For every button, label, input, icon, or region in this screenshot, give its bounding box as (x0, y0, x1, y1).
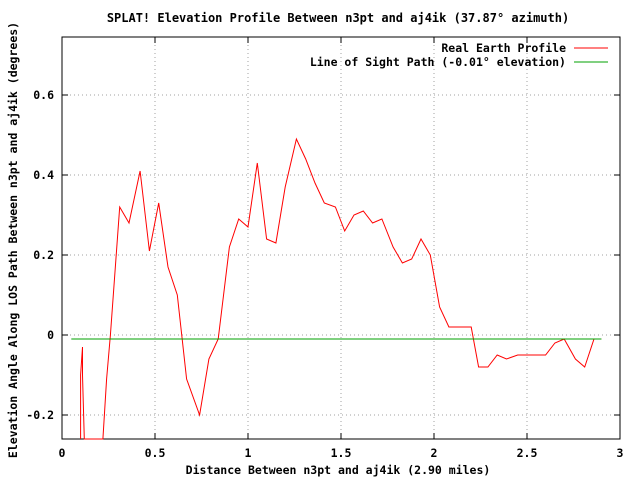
y-tick-label: 0 (47, 328, 54, 342)
series-line-real-earth-profile (80, 137, 602, 440)
legend-label-line-of-sight: Line of Sight Path (-0.01° elevation) (310, 55, 566, 69)
x-tick-label: 1 (245, 446, 252, 460)
x-tick-label: 3 (617, 446, 624, 460)
legend-label-real-earth-profile: Real Earth Profile (441, 41, 566, 55)
grid-lines (62, 37, 620, 439)
chart-title: SPLAT! Elevation Profile Between n3pt an… (107, 11, 569, 25)
series-lines (71, 137, 602, 440)
y-tick-label: 0.4 (33, 168, 54, 182)
x-tick-label: 1.5 (331, 446, 352, 460)
x-tick-label: 0 (59, 446, 66, 460)
x-tick-label: 2.5 (517, 446, 538, 460)
x-tick-label: 2 (431, 446, 438, 460)
y-tick-label: 0.6 (33, 88, 54, 102)
y-axis-label: Elevation Angle Along LOS Path Between n… (6, 22, 20, 458)
x-axis-label: Distance Between n3pt and aj4ik (2.90 mi… (186, 463, 491, 477)
y-tick-label: -0.2 (26, 408, 54, 422)
x-tick-label: 0.5 (145, 446, 166, 460)
axis-ticks: 0 0.5 1 1.5 2 2.5 3 -0.2 0 0.2 0.4 0.6 (26, 37, 624, 460)
y-tick-label: 0.2 (33, 248, 54, 262)
legend: Real Earth Profile Line of Sight Path (-… (310, 41, 608, 69)
